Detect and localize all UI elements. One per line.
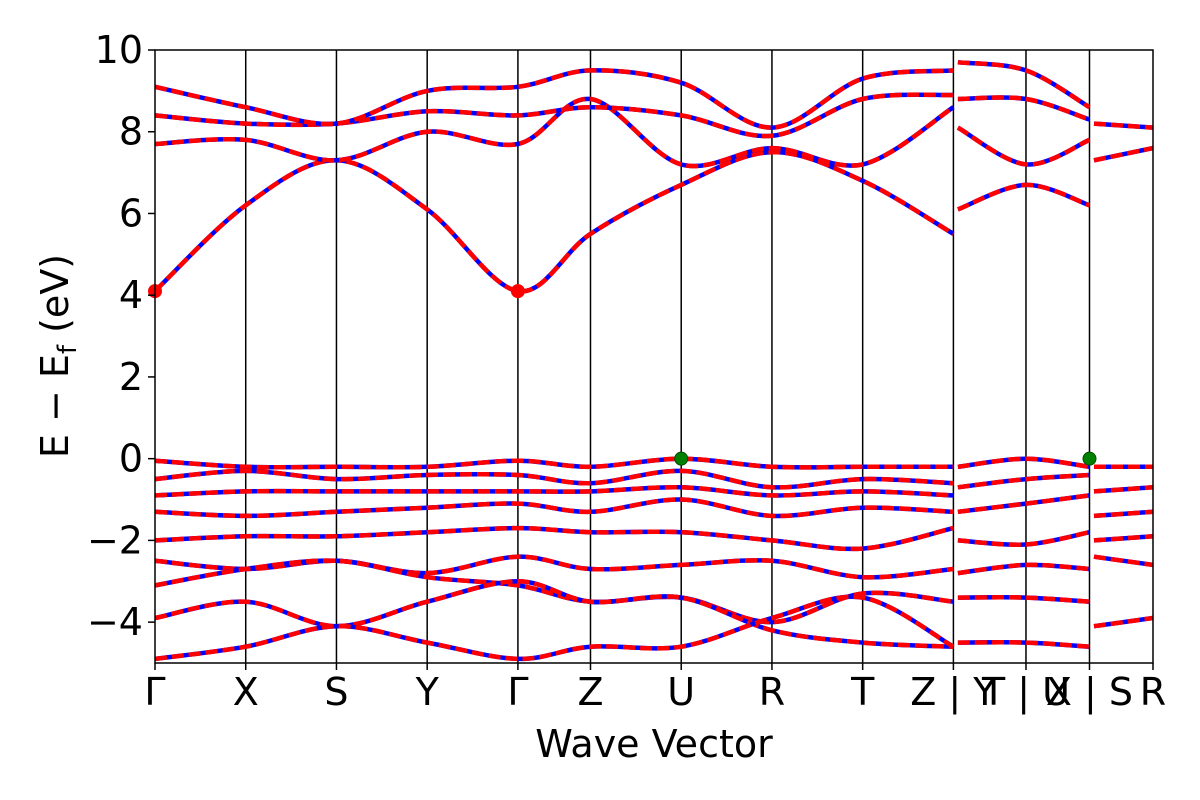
cbm-marker [510, 284, 525, 299]
x-tick-label: R [1140, 670, 1166, 714]
band-line-spin-up [957, 182, 1091, 212]
y-tick-label: 0 [119, 437, 143, 481]
band-line-spin-up [957, 95, 1091, 122]
band-line-spin-up [957, 562, 1090, 576]
band-line-spin-up [1093, 509, 1153, 519]
x-tick-label: X | S [1046, 670, 1133, 715]
bands-group [155, 60, 1153, 662]
x-tick-label: R [759, 670, 785, 714]
vbm-marker [674, 451, 689, 466]
band-line-spin-up [957, 472, 1090, 490]
vbm-marker [1082, 451, 1097, 466]
x-tick-label: Γ [507, 670, 528, 714]
y-tick-label: 8 [119, 110, 143, 154]
y-axis-ticks: −4 −2 0 2 4 6 8 10 [87, 28, 155, 644]
band-line-spin-up [155, 558, 954, 625]
band-line-spin-up [1093, 485, 1153, 494]
y-tick-label: 6 [119, 191, 143, 235]
band-line-spin-up [1093, 615, 1153, 629]
y-tick-label: 2 [119, 355, 143, 399]
band-line-spin-up [1093, 145, 1153, 163]
y-axis-label-main: E − E [33, 354, 77, 458]
x-tick-label: Z | Y [910, 670, 997, 715]
y-axis-label-sub: f [53, 344, 83, 354]
band-line-spin-up [155, 579, 954, 649]
band-line-spin-up [155, 468, 954, 490]
y-tick-label: 4 [119, 273, 143, 317]
band-line-spin-down [957, 95, 1091, 122]
y-tick-label: −4 [87, 600, 143, 644]
band-line-spin-up [957, 456, 1090, 470]
extrema-markers [148, 284, 1097, 466]
band-line-spin-up [155, 594, 955, 662]
y-axis-label-tail: (eV) [33, 254, 77, 345]
x-tick-label: Γ [144, 670, 165, 714]
band-line-spin-up [1093, 121, 1153, 130]
band-line-spin-up [155, 554, 954, 580]
x-tick-label: U [667, 670, 695, 714]
band-line-spin-up [1093, 554, 1153, 568]
band-line-spin-up [957, 595, 1090, 604]
band-line-spin-up [155, 456, 954, 470]
band-line-spin-down [957, 182, 1091, 212]
band-line-spin-up [155, 92, 954, 139]
x-axis-label: Wave Vector [535, 722, 773, 766]
x-tick-label: S [324, 670, 348, 714]
y-tick-label: 10 [95, 28, 143, 72]
x-tick-label: Y [415, 670, 440, 714]
x-tick-label: Z [577, 670, 603, 714]
band-line-spin-up [956, 125, 1091, 167]
y-tick-label: −2 [87, 518, 143, 562]
x-tick-label: T | U [981, 670, 1070, 715]
band-line-spin-up [1093, 534, 1153, 543]
x-tick-label: X [233, 670, 259, 714]
band-line-spin-up [155, 68, 954, 130]
band-line-spin-up [155, 525, 954, 552]
band-line-spin-up [155, 484, 954, 498]
band-line-spin-up [957, 60, 1091, 110]
band-line-spin-up [957, 493, 1090, 515]
band-line-spin-up [957, 640, 1090, 649]
plot-frame [154, 49, 1154, 664]
band-line-spin-down [956, 125, 1091, 167]
x-tick-label: T [850, 670, 875, 714]
band-line-spin-up [155, 149, 955, 294]
y-axis-label: E − Ef (eV) [33, 254, 83, 458]
band-line-spin-up [957, 529, 1090, 547]
band-line-spin-up [155, 497, 954, 519]
